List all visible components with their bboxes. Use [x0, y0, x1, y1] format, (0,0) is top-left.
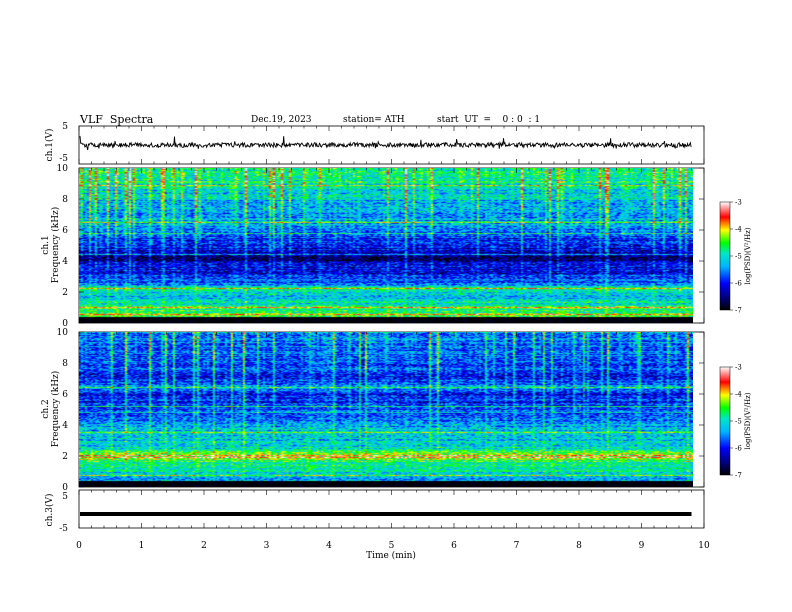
frequency-tick-label: 0 — [62, 319, 68, 329]
frequency-tick-label: 0 — [62, 483, 68, 493]
ch1-channel-label: ch.1 — [41, 235, 51, 254]
ch2-spectrogram-ytick-labels: 0 2 4 6 8 10 — [57, 328, 704, 493]
colorbar-tick-label: -3 — [735, 199, 742, 207]
ch1-spectrogram-heatmap — [79, 168, 693, 323]
ch1-colorbar-ticks: -3 -4 -5 -6 -7 — [730, 199, 742, 315]
ch1-ytick-top: 5 — [62, 122, 68, 132]
time-axis-tick-label: 9 — [639, 541, 645, 551]
time-axis-tick-label: 1 — [139, 541, 145, 551]
time-axis-tick-label: 2 — [201, 541, 207, 551]
ch1-waveform-line — [79, 135, 692, 151]
ch1-ytick-bottom: -5 — [59, 154, 68, 164]
frequency-tick-label: 6 — [62, 226, 68, 236]
frequency-tick-label: 2 — [62, 288, 68, 298]
colorbar-tick-label: -5 — [735, 253, 742, 261]
time-axis-tick-label: 5 — [389, 541, 395, 551]
ch2-channel-label: ch.2 — [41, 399, 51, 418]
ch2-colorbar — [719, 366, 731, 476]
frequency-tick-label: 6 — [62, 390, 68, 400]
frequency-tick-label: 10 — [57, 328, 69, 338]
ch1-waveform-panel: 5 -5 ch.1(V) — [44, 122, 705, 165]
time-axis-tick-label: 7 — [514, 541, 520, 551]
time-axis-tick-label: 8 — [576, 541, 582, 551]
ch3-waveform-ticks — [78, 490, 705, 528]
frequency-tick-label: 8 — [62, 359, 68, 369]
colorbar-tick-label: -4 — [735, 226, 742, 234]
ch1-spectrogram-ytick-labels: 0 2 4 6 8 10 — [57, 164, 704, 329]
frequency-tick-label: 4 — [62, 257, 68, 267]
ch1-colorbar — [719, 201, 731, 311]
colorbar-tick-label: -6 — [735, 445, 742, 453]
ch2-spectrogram-ticks — [78, 332, 705, 487]
time-axis-tick-label: 6 — [451, 541, 457, 551]
ch2-colorbar-label: log(PSD)(V²/Hz) — [744, 392, 752, 449]
colorbar-tick-label: -7 — [735, 307, 742, 315]
ch3-ytick-top: 5 — [62, 492, 68, 502]
time-axis-tick-label: 10 — [698, 541, 710, 551]
time-axis-label: Time (min) — [366, 550, 416, 561]
ch3-waveform-panel: 5 -5 ch.3(V) 0 1 2 3 4 5 6 7 8 9 10 Time (min) — [44, 489, 710, 561]
time-axis-tick-label: 3 — [264, 541, 270, 551]
time-axis-tick-labels: 0 1 2 3 4 5 6 7 8 9 10 — [76, 541, 710, 551]
ch2-frequency-axis-label: Frequency (kHz) — [50, 371, 61, 448]
colorbar-tick-label: -6 — [735, 280, 742, 288]
frequency-tick-label: 4 — [62, 421, 68, 431]
ch1-frequency-axis-label: Frequency (kHz) — [50, 207, 61, 284]
colorbar-tick-label: -3 — [735, 364, 742, 372]
chart-title: VLF Spectra — [80, 113, 154, 126]
ch3-waveform-frame — [78, 489, 705, 529]
time-axis-tick-label: 4 — [326, 541, 332, 551]
ch1-spectrogram-ticks — [78, 168, 705, 323]
ch1-waveform-ticks — [78, 126, 705, 164]
frequency-tick-label: 10 — [57, 164, 69, 174]
ch1-colorbar-label: log(PSD)(V²/Hz) — [744, 227, 752, 284]
ch1-waveform-ylabel: ch.1(V) — [44, 129, 55, 162]
ch2-colorbar-ticks: -3 -4 -5 -6 -7 — [730, 364, 742, 480]
frequency-tick-label: 2 — [62, 452, 68, 462]
start-time-label: start UT = 0 : 0 : 1 — [437, 115, 541, 125]
colorbar-tick-label: -4 — [735, 391, 742, 399]
time-axis-tick-label: 0 — [76, 541, 82, 551]
ch2-spectrogram-heatmap — [79, 332, 693, 487]
frequency-tick-label: 8 — [62, 195, 68, 205]
colorbar-tick-label: -5 — [735, 418, 742, 426]
station-label: station= ATH — [343, 115, 405, 125]
date-label: Dec.19, 2023 — [251, 115, 312, 125]
colorbar-tick-label: -7 — [735, 472, 742, 480]
ch3-ytick-bottom: -5 — [59, 524, 68, 534]
ch3-waveform-ylabel: ch.3(V) — [44, 494, 55, 527]
